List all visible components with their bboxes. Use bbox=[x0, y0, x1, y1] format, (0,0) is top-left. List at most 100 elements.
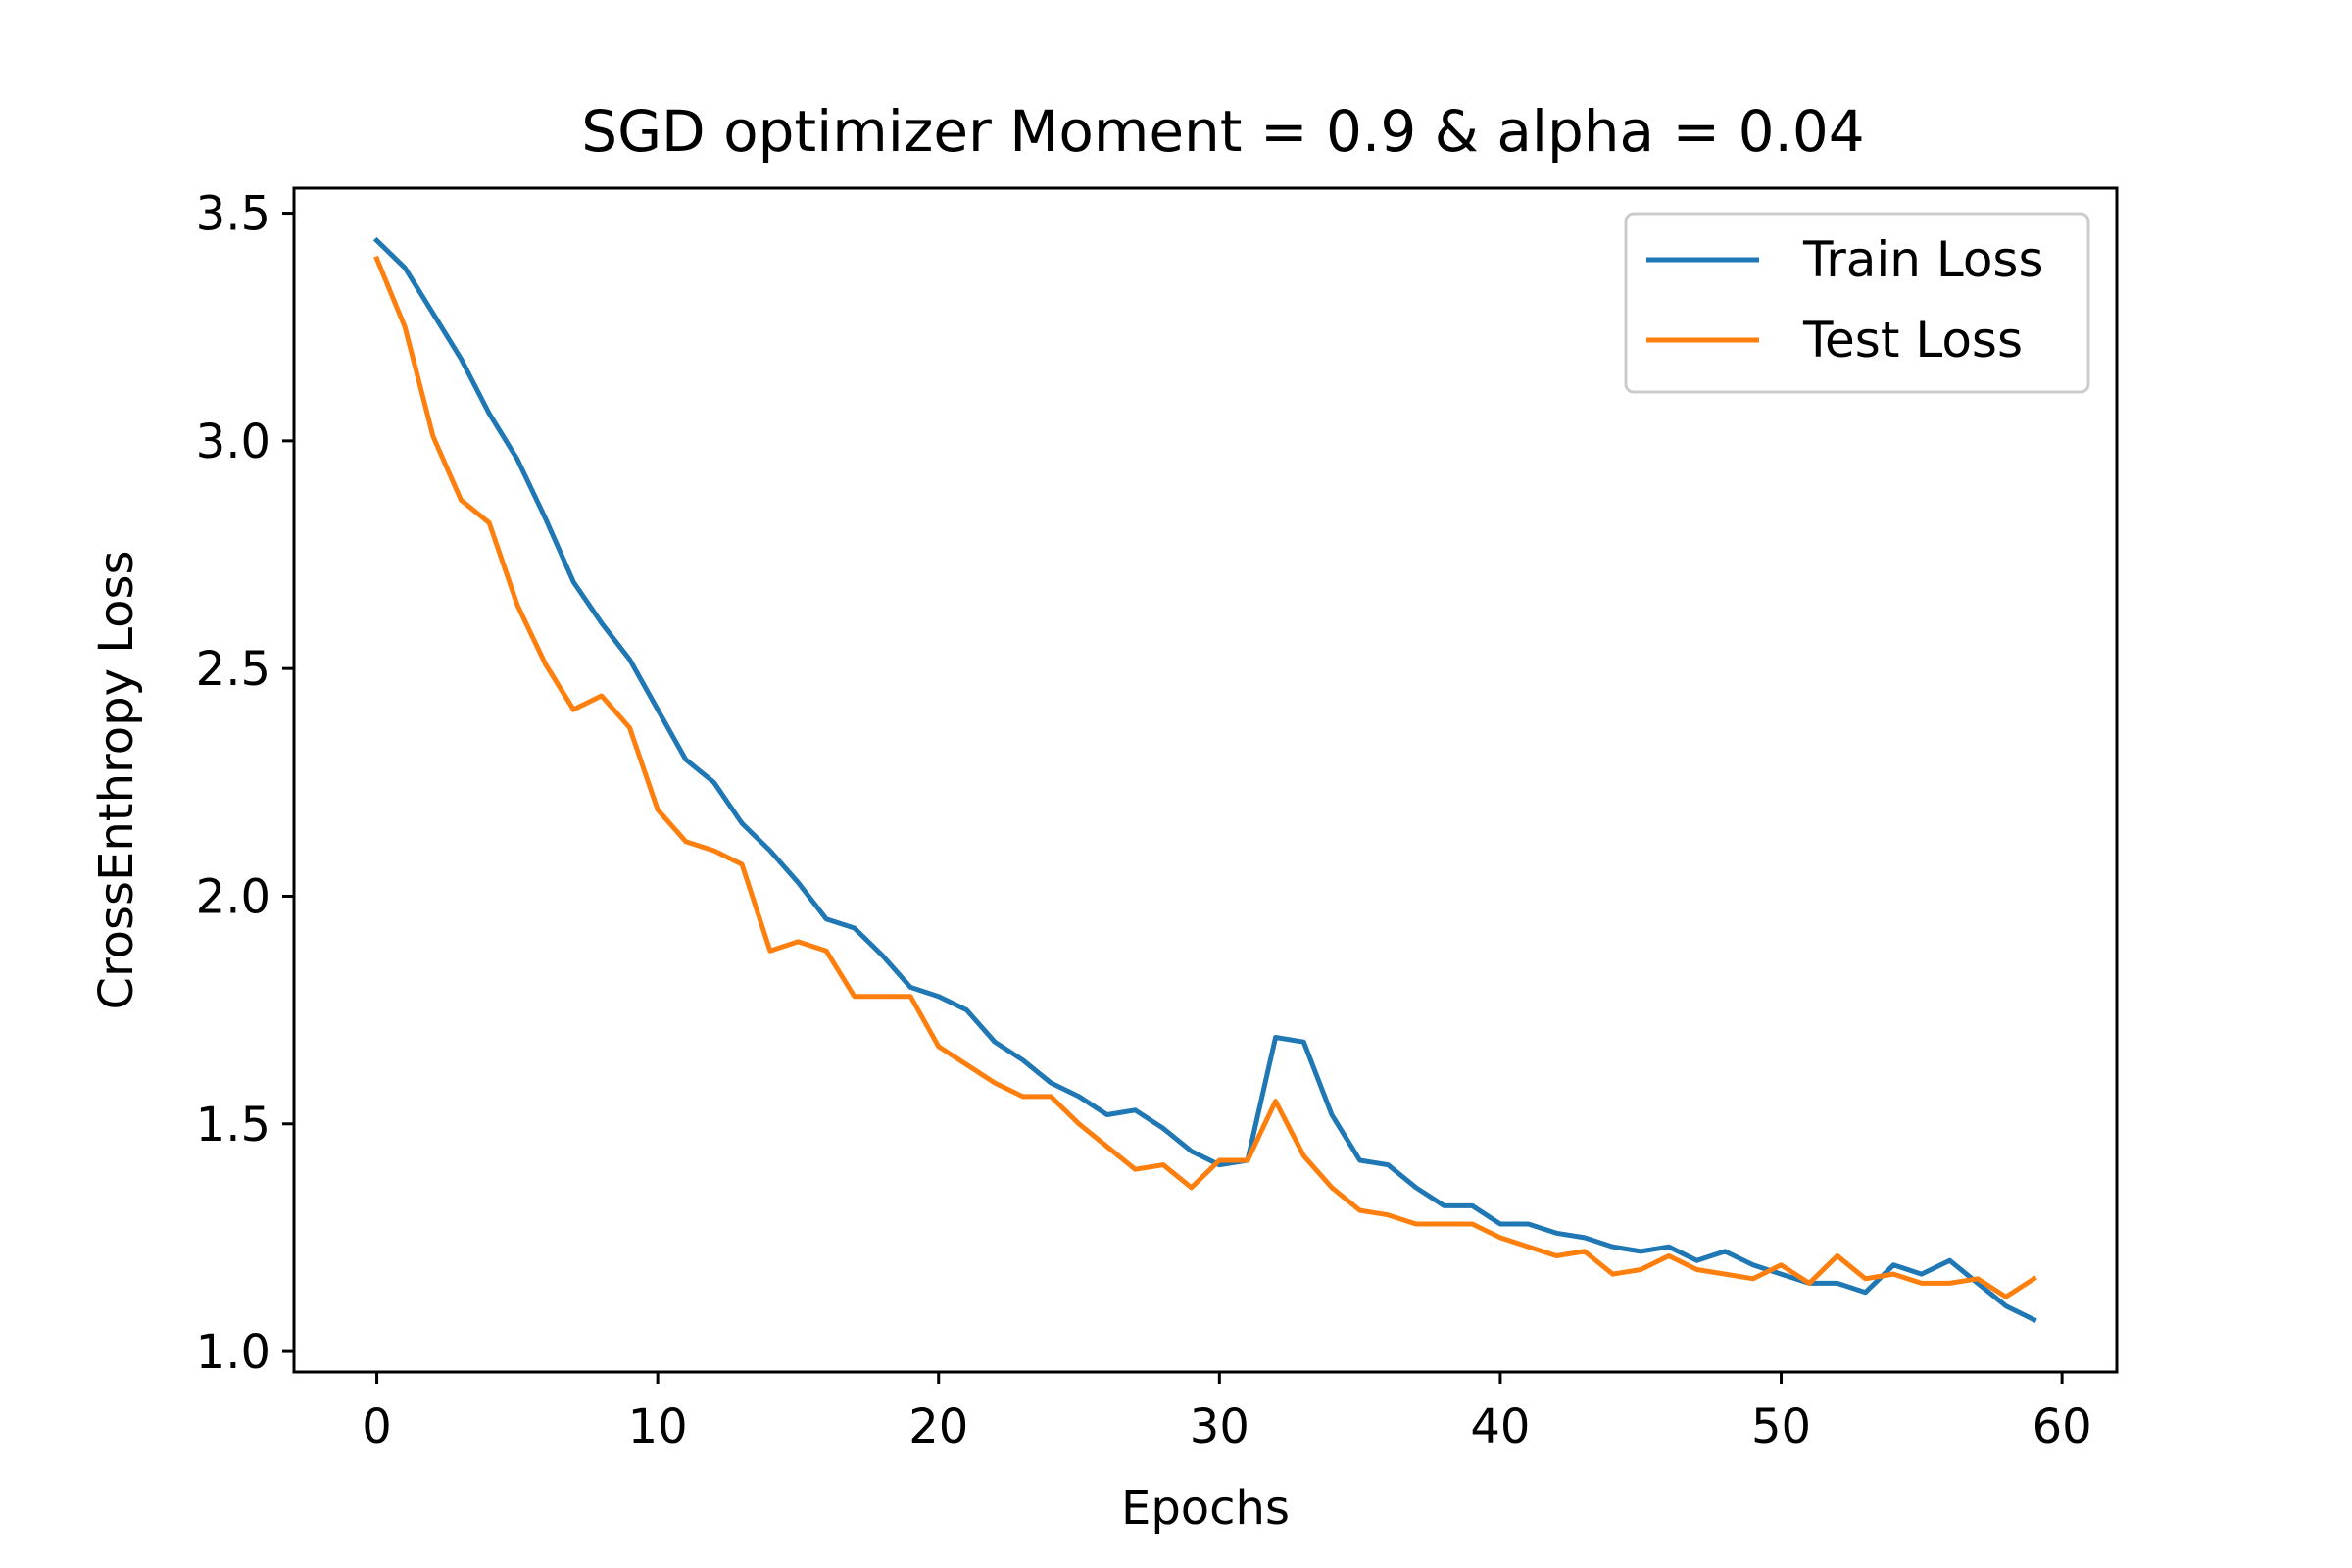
data-point-train-loss bbox=[1161, 1126, 1166, 1131]
data-point-test-loss bbox=[740, 862, 745, 867]
data-point-test-loss bbox=[1497, 1235, 1502, 1240]
data-point-test-loss bbox=[824, 949, 829, 954]
data-point-test-loss bbox=[1330, 1185, 1335, 1190]
y-axis-ticks: 1.0 1.5 2.0 2.5 3.0 3.5 bbox=[196, 187, 294, 1380]
data-point-test-loss bbox=[993, 1081, 998, 1086]
data-point-train-loss bbox=[1639, 1249, 1643, 1253]
data-point-test-loss bbox=[1807, 1281, 1812, 1286]
data-point-test-loss bbox=[514, 603, 519, 608]
data-point-test-loss bbox=[1976, 1276, 1981, 1281]
data-point-test-loss bbox=[683, 839, 688, 844]
data-point-train-loss bbox=[1947, 1258, 1952, 1263]
data-point-test-loss bbox=[656, 808, 661, 812]
data-point-train-loss bbox=[1863, 1290, 1868, 1295]
data-point-test-loss bbox=[1413, 1222, 1418, 1227]
y-tick-label: 2.5 bbox=[196, 642, 270, 697]
y-tick-label: 1.5 bbox=[196, 1098, 270, 1152]
legend-entry-test-loss: Test Loss bbox=[1646, 312, 2023, 368]
data-point-test-loss bbox=[1554, 1253, 1559, 1258]
data-point-test-loss bbox=[1526, 1245, 1531, 1250]
data-point-train-loss bbox=[1386, 1162, 1391, 1167]
data-point-test-loss bbox=[852, 994, 857, 999]
data-point-test-loss bbox=[599, 694, 604, 699]
data-point-test-loss bbox=[430, 434, 435, 439]
data-point-test-loss bbox=[1104, 1145, 1109, 1150]
data-point-test-loss bbox=[1357, 1208, 1362, 1213]
data-point-test-loss bbox=[964, 1062, 969, 1067]
series-line-test-loss bbox=[373, 255, 2037, 1299]
data-point-train-loss bbox=[1357, 1158, 1362, 1163]
data-point-test-loss bbox=[711, 849, 716, 854]
data-point-train-loss bbox=[936, 994, 941, 999]
data-point-train-loss bbox=[1301, 1040, 1306, 1045]
y-axis-label: CrossEnthropy Loss bbox=[89, 550, 144, 1009]
data-point-train-loss bbox=[543, 515, 548, 520]
data-point-test-loss bbox=[1189, 1185, 1194, 1190]
series-lines bbox=[372, 236, 2037, 1323]
data-point-test-loss bbox=[1246, 1158, 1250, 1163]
data-point-train-loss bbox=[1133, 1107, 1138, 1112]
data-point-test-loss bbox=[1639, 1267, 1643, 1272]
x-axis-label: Epochs bbox=[1121, 1481, 1290, 1536]
data-point-test-loss bbox=[459, 498, 464, 503]
data-point-train-loss bbox=[1442, 1203, 1446, 1208]
data-point-test-loss bbox=[936, 1044, 941, 1049]
data-point-train-loss bbox=[1189, 1149, 1194, 1153]
data-point-test-loss bbox=[2032, 1276, 2036, 1281]
data-point-train-loss bbox=[1497, 1222, 1502, 1227]
data-point-train-loss bbox=[599, 620, 604, 625]
data-point-train-loss bbox=[796, 880, 801, 885]
data-point-train-loss bbox=[514, 457, 519, 462]
data-point-train-loss bbox=[1554, 1231, 1559, 1236]
y-tick-label: 3.5 bbox=[196, 187, 270, 242]
data-point-test-loss bbox=[1442, 1222, 1446, 1227]
data-point-train-loss bbox=[487, 412, 492, 416]
data-point-train-loss bbox=[824, 916, 829, 921]
data-point-train-loss bbox=[1049, 1081, 1054, 1086]
data-point-train-loss bbox=[403, 266, 408, 270]
data-point-train-loss bbox=[1835, 1281, 1839, 1286]
data-point-test-loss bbox=[1077, 1121, 1082, 1126]
data-point-test-loss bbox=[487, 520, 492, 525]
data-point-test-loss bbox=[1779, 1262, 1784, 1267]
data-point-test-loss bbox=[1020, 1094, 1025, 1099]
data-point-test-loss bbox=[1161, 1162, 1166, 1167]
data-point-test-loss bbox=[1863, 1276, 1868, 1281]
data-point-train-loss bbox=[1779, 1272, 1784, 1277]
data-point-test-loss bbox=[1217, 1158, 1222, 1163]
data-point-train-loss bbox=[993, 1040, 998, 1045]
data-point-train-loss bbox=[1077, 1094, 1082, 1099]
data-point-test-loss bbox=[1723, 1272, 1728, 1277]
data-point-test-loss bbox=[1301, 1153, 1306, 1158]
data-point-train-loss bbox=[1723, 1249, 1728, 1253]
data-point-train-loss bbox=[964, 1007, 969, 1012]
data-point-test-loss bbox=[796, 939, 801, 944]
data-point-train-loss bbox=[1610, 1245, 1615, 1250]
data-point-train-loss bbox=[1666, 1245, 1671, 1250]
data-point-test-loss bbox=[1470, 1222, 1475, 1227]
data-point-train-loss bbox=[852, 926, 857, 931]
x-tick-label: 30 bbox=[1190, 1399, 1250, 1454]
data-point-train-loss bbox=[1217, 1162, 1222, 1167]
data-point-train-loss bbox=[1694, 1258, 1699, 1263]
data-point-train-loss bbox=[571, 579, 576, 584]
data-point-train-loss bbox=[1020, 1057, 1025, 1062]
data-point-train-loss bbox=[1582, 1235, 1587, 1240]
x-tick-label: 60 bbox=[2033, 1399, 2092, 1454]
axes-frame bbox=[292, 186, 2119, 1374]
data-point-train-loss bbox=[1104, 1112, 1109, 1117]
data-point-test-loss bbox=[880, 994, 885, 999]
data-point-test-loss bbox=[1582, 1249, 1587, 1253]
x-tick-label: 10 bbox=[628, 1399, 688, 1454]
data-point-train-loss bbox=[908, 985, 913, 990]
data-point-train-loss bbox=[740, 821, 745, 826]
data-point-train-loss bbox=[430, 311, 435, 316]
series-line-train-loss bbox=[372, 236, 2037, 1323]
data-point-train-loss bbox=[1273, 1035, 1278, 1040]
x-tick-label: 0 bbox=[362, 1399, 392, 1454]
data-point-train-loss bbox=[1919, 1272, 1924, 1277]
data-point-test-loss bbox=[543, 662, 548, 666]
data-point-train-loss bbox=[459, 357, 464, 362]
data-point-train-loss bbox=[711, 780, 716, 785]
